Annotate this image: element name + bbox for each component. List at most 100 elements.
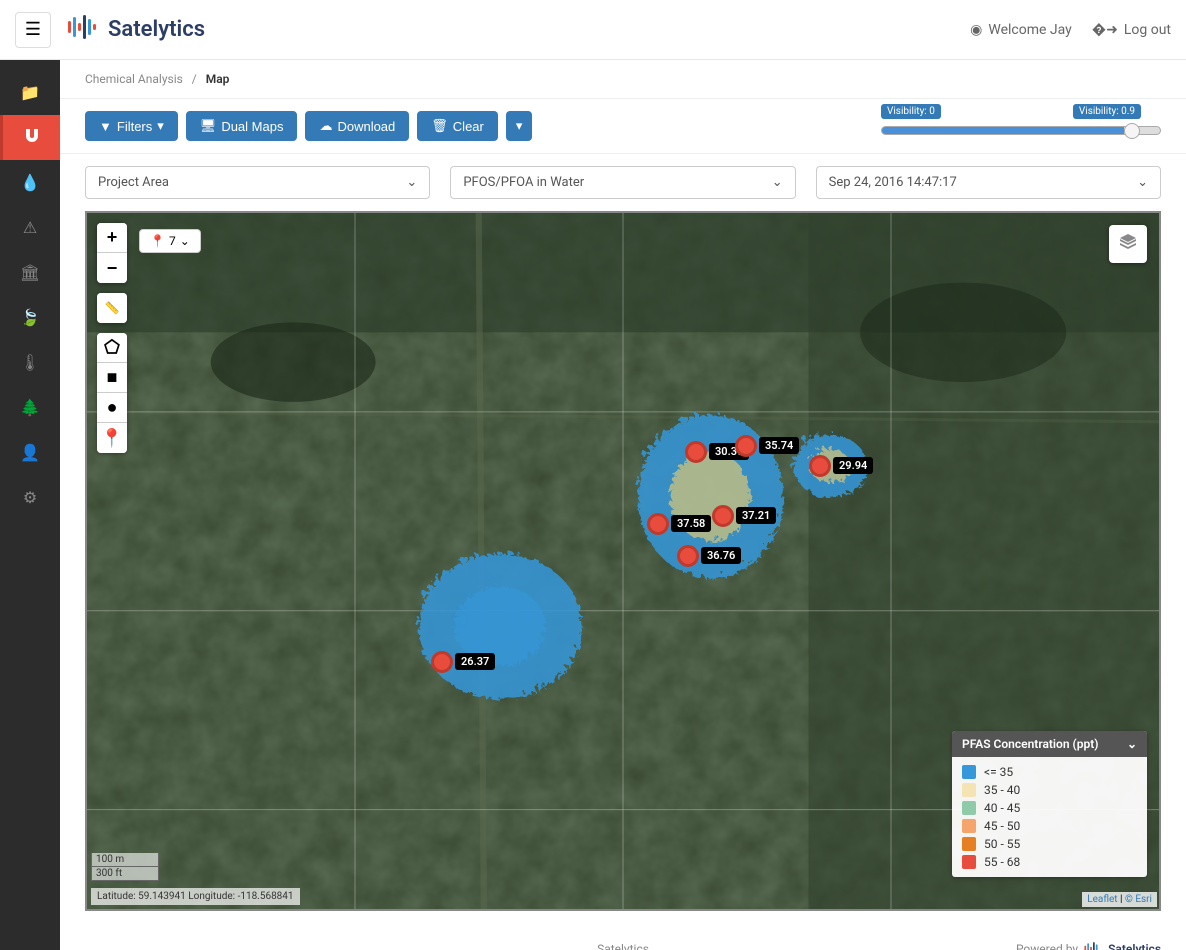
esri-link[interactable]: © Esri bbox=[1125, 894, 1152, 905]
legend-swatch bbox=[962, 837, 976, 851]
legend-label: 40 - 45 bbox=[984, 801, 1020, 815]
sidebar-item-tree[interactable]: 🌲 bbox=[0, 385, 60, 430]
filter-icon: ▼ bbox=[99, 119, 112, 134]
thermometer-icon: 🌡 bbox=[20, 353, 40, 372]
logout-icon: �➜ bbox=[1092, 22, 1118, 38]
legend-label: 35 - 40 bbox=[984, 783, 1020, 797]
footer-powered-by: Powered by Satelytics bbox=[1016, 941, 1161, 950]
logout-button[interactable]: �➜ Log out bbox=[1092, 22, 1171, 38]
legend-swatch bbox=[962, 855, 976, 869]
date-select[interactable]: Sep 24, 2016 14:47:17⌄ bbox=[816, 166, 1161, 199]
layers-button[interactable] bbox=[1109, 225, 1147, 263]
zoom-in-button[interactable]: + bbox=[97, 223, 127, 253]
chevron-down-icon: ⌄ bbox=[1127, 737, 1137, 751]
sidebar-item-leaf[interactable]: 🍃 bbox=[0, 295, 60, 340]
sidebar-item-warning[interactable]: ⚠ bbox=[0, 205, 60, 250]
marker-value-label: 35.74 bbox=[759, 437, 799, 454]
filters-button[interactable]: ▼Filters▾ bbox=[85, 111, 178, 141]
folder-icon: 📁 bbox=[20, 83, 40, 102]
slider-track[interactable] bbox=[881, 126, 1161, 135]
breadcrumb: Chemical Analysis / Map bbox=[60, 60, 1186, 99]
pin-count-selector[interactable]: 📍 7 ⌄ bbox=[139, 229, 201, 253]
welcome-user[interactable]: ◉ Welcome Jay bbox=[970, 22, 1072, 38]
map-marker[interactable]: 37.21 bbox=[712, 505, 734, 527]
logo-icon bbox=[66, 13, 100, 47]
legend-item: 55 - 68 bbox=[962, 853, 1137, 871]
draw-circle-button[interactable]: ● bbox=[97, 393, 127, 423]
breadcrumb-current: Map bbox=[206, 72, 230, 86]
analysis-select[interactable]: PFOS/PFOA in Water⌄ bbox=[450, 166, 795, 199]
clear-dropdown-button[interactable]: ▾ bbox=[506, 111, 533, 141]
draw-marker-button[interactable]: 📍 bbox=[97, 423, 127, 453]
marker-dot bbox=[735, 435, 757, 457]
tree-icon: 🌲 bbox=[20, 398, 40, 417]
sidebar: 📁 💧 ⚠ 🏛 🍃 🌡 🌲 👤 ⚙ bbox=[0, 60, 60, 950]
leaf-icon: 🍃 bbox=[20, 308, 40, 327]
sidebar-item-droplet[interactable]: 💧 bbox=[0, 160, 60, 205]
leaflet-link[interactable]: Leaflet bbox=[1087, 894, 1117, 905]
logo[interactable]: Satelytics bbox=[66, 13, 205, 47]
marker-dot bbox=[809, 455, 831, 477]
warning-icon: ⚠ bbox=[23, 218, 37, 237]
sidebar-item-building[interactable]: 🏛 bbox=[0, 250, 60, 295]
topbar: ☰ Satelytics ◉ Welcome Jay �➜ Log out bbox=[0, 0, 1186, 60]
caret-down-icon: ▾ bbox=[516, 118, 523, 134]
sidebar-item-folder[interactable]: 📁 bbox=[0, 70, 60, 115]
legend-swatch bbox=[962, 819, 976, 833]
toolbar: ▼Filters▾ 🖥Dual Maps ☁Download 🗑Clear ▾ … bbox=[60, 99, 1186, 154]
legend: PFAS Concentration (ppt) ⌄ <= 35 35 - 40 4… bbox=[952, 731, 1147, 877]
footer-brand: Satelytics bbox=[597, 942, 649, 950]
monitor-icon: 🖥 bbox=[200, 118, 217, 134]
droplet-icon: 💧 bbox=[20, 173, 40, 192]
measure-button[interactable]: 📏 bbox=[97, 293, 127, 323]
visibility-max-label: Visibility: 0.9 bbox=[1073, 104, 1141, 119]
legend-swatch bbox=[962, 801, 976, 815]
legend-swatch bbox=[962, 765, 976, 779]
visibility-min-label: Visibility: 0 bbox=[881, 104, 941, 119]
draw-polygon-button[interactable]: ⬠ bbox=[97, 333, 127, 363]
area-select[interactable]: Project Area⌄ bbox=[85, 166, 430, 199]
legend-label: 45 - 50 bbox=[984, 819, 1020, 833]
sidebar-item-thermometer[interactable]: 🌡 bbox=[0, 340, 60, 385]
clear-button[interactable]: 🗑Clear bbox=[417, 111, 498, 141]
main-content: Chemical Analysis / Map ▼Filters▾ 🖥Dual … bbox=[60, 60, 1186, 950]
visibility-slider[interactable]: Visibility: 0 Visibility: 0.9 bbox=[881, 118, 1161, 135]
breadcrumb-parent[interactable]: Chemical Analysis bbox=[85, 72, 183, 86]
scale-bar: 100 m 300 ft bbox=[91, 853, 159, 881]
map-marker[interactable]: 26.37 bbox=[431, 651, 453, 673]
caret-icon: ▾ bbox=[157, 118, 164, 134]
dual-maps-button[interactable]: 🖥Dual Maps bbox=[186, 111, 298, 141]
zoom-out-button[interactable]: − bbox=[97, 253, 127, 283]
legend-swatch bbox=[962, 783, 976, 797]
map-marker[interactable]: 37.58 bbox=[647, 513, 669, 535]
chevron-down-icon: ⌄ bbox=[406, 175, 417, 190]
marker-value-label: 37.21 bbox=[736, 507, 776, 524]
slider-thumb[interactable] bbox=[1124, 123, 1140, 139]
legend-item: 50 - 55 bbox=[962, 835, 1137, 853]
map-marker[interactable]: 30.39 bbox=[685, 441, 707, 463]
sidebar-item-settings[interactable]: ⚙ bbox=[0, 475, 60, 520]
map-marker[interactable]: 36.76 bbox=[677, 545, 699, 567]
map-marker[interactable]: 35.74 bbox=[735, 435, 757, 457]
legend-header[interactable]: PFAS Concentration (ppt) ⌄ bbox=[952, 731, 1147, 757]
map-marker[interactable]: 29.94 bbox=[809, 455, 831, 477]
map[interactable]: 30.39 35.74 29.94 37.21 37.58 36.76 26.37 + − … bbox=[85, 211, 1161, 911]
sidebar-item-magnet[interactable] bbox=[0, 115, 60, 160]
select-row: Project Area⌄ PFOS/PFOA in Water⌄ Sep 24… bbox=[60, 154, 1186, 211]
logo-icon bbox=[1083, 941, 1103, 950]
download-button[interactable]: ☁Download bbox=[305, 111, 409, 141]
user-icon: ◉ bbox=[970, 22, 982, 38]
draw-rectangle-button[interactable]: ■ bbox=[97, 363, 127, 393]
marker-dot bbox=[647, 513, 669, 535]
map-controls: + − 📏 ⬠ ■ ● 📍 bbox=[97, 223, 127, 453]
legend-label: 50 - 55 bbox=[984, 837, 1020, 851]
legend-label: <= 35 bbox=[984, 765, 1013, 779]
marker-value-label: 29.94 bbox=[833, 457, 873, 474]
trash-icon: 🗑 bbox=[431, 118, 448, 134]
user-circle-icon: 👤 bbox=[20, 443, 40, 462]
sidebar-item-user[interactable]: 👤 bbox=[0, 430, 60, 475]
magnet-icon bbox=[23, 127, 41, 149]
legend-item: 45 - 50 bbox=[962, 817, 1137, 835]
hamburger-menu-button[interactable]: ☰ bbox=[15, 12, 51, 48]
brand-name: Satelytics bbox=[108, 17, 205, 42]
